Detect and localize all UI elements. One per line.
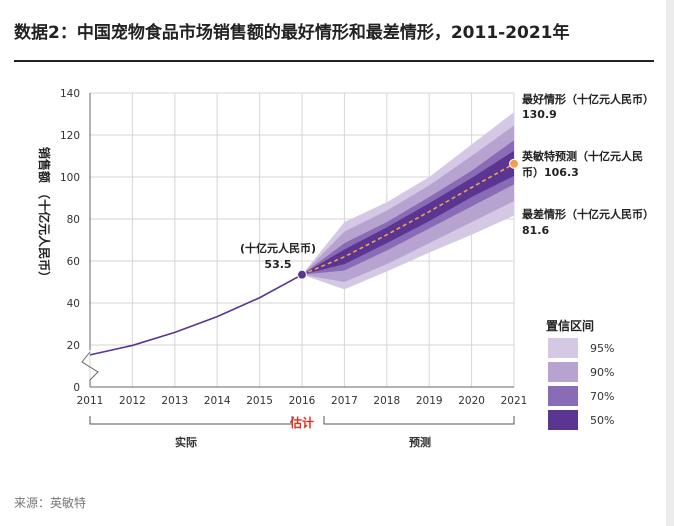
x-tick-label: 2019 — [416, 395, 443, 407]
legend-swatch — [548, 410, 578, 430]
legend-swatch — [548, 338, 578, 358]
x-tick-label: 2017 — [331, 395, 358, 407]
legend-label: 50% — [590, 414, 614, 427]
start-unit-label: (十亿元人民币) — [240, 241, 316, 255]
legend-label: 95% — [590, 342, 614, 355]
legend: 95% 90% 70% 50% — [548, 338, 614, 430]
chart-title: 数据2：中国宠物食品市场销售额的最好情形和最差情形，2011-2021年 — [14, 23, 570, 43]
forecast-end-marker — [509, 158, 519, 169]
y-axis-break — [81, 351, 99, 387]
legend-label: 70% — [590, 390, 614, 403]
y-tick-label: 60 — [67, 256, 80, 268]
best-case-label: 最好情形（十亿元人民币） — [522, 92, 654, 106]
forecast-label-line2: 币）106.3 — [522, 166, 579, 179]
y-tick-label: 120 — [60, 130, 80, 142]
segment-actual-label: 实际 — [175, 435, 197, 449]
segment-forecast-label: 预测 — [409, 435, 431, 449]
forecast-label-line1: 英敏特预测（十亿元人民 — [521, 149, 643, 163]
tick-labels: 0 20 40 60 80 100 120 140 2011 2012 2013 2014 2015 20… — [60, 88, 527, 407]
legend-swatch — [548, 386, 578, 406]
worst-case-label: 最差情形（十亿元人民币） — [522, 207, 654, 221]
legend-label: 90% — [590, 366, 614, 379]
fan-bands — [302, 112, 514, 290]
x-tick-label: 2021 — [501, 395, 528, 407]
y-tick-label: 0 — [73, 382, 80, 394]
x-tick-label: 2015 — [246, 395, 273, 407]
page-edge — [666, 0, 674, 526]
bracket-forecast — [323, 416, 515, 425]
segment-brackets — [89, 416, 515, 425]
y-tick-label: 20 — [67, 340, 80, 352]
forecast-series-line — [301, 163, 515, 276]
actual-series-line — [89, 273, 303, 356]
legend-swatch — [548, 362, 578, 382]
bracket-actual — [89, 416, 293, 425]
start-point-marker — [297, 269, 307, 280]
best-case-value: 130.9 — [522, 108, 557, 121]
start-value-label: 53.5 — [264, 258, 291, 271]
y-tick-label: 100 — [60, 172, 80, 184]
segment-estimate-label: 估计 — [289, 415, 314, 430]
x-tick-label: 2016 — [289, 395, 316, 407]
x-tick-label: 2012 — [119, 395, 146, 407]
fan-band-50pct — [302, 150, 514, 275]
x-tick-label: 2014 — [204, 395, 231, 407]
axes — [81, 93, 514, 388]
x-tick-label: 2011 — [77, 395, 104, 407]
fan-band-70pct — [302, 140, 514, 275]
x-tick-label: 2013 — [161, 395, 188, 407]
y-tick-label: 40 — [67, 298, 80, 310]
x-tick-label: 2020 — [458, 395, 485, 407]
legend-title: 置信区间 — [546, 318, 594, 333]
source-note: 来源：英敏特 — [14, 496, 87, 510]
y-axis-label: 销售额 （十亿元人民币） — [37, 147, 52, 283]
x-tick-label: 2018 — [373, 395, 400, 407]
title-rule — [14, 60, 654, 62]
series-lines — [89, 158, 519, 356]
y-tick-label: 140 — [60, 88, 80, 100]
y-tick-label: 80 — [67, 214, 80, 226]
worst-case-value: 81.6 — [522, 224, 549, 237]
